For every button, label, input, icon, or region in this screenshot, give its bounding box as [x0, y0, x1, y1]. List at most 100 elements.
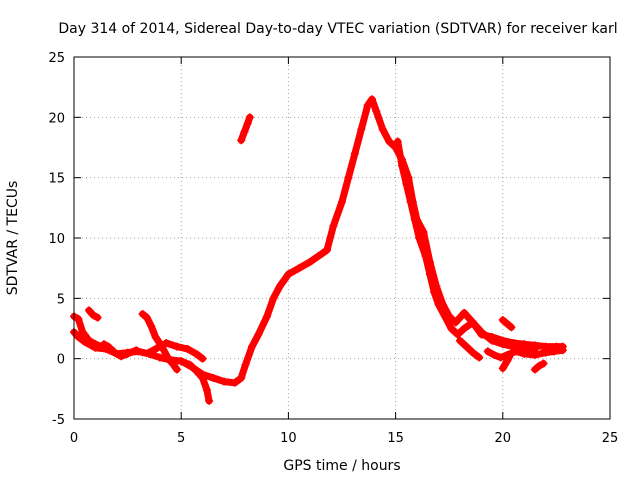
data-point-marker [385, 137, 394, 146]
data-point-marker [425, 270, 434, 279]
series-fragment [237, 113, 254, 144]
series-track-g [456, 337, 483, 361]
data-point-marker [138, 310, 147, 319]
y-tick-label: 0 [57, 353, 65, 368]
y-tick-label: 25 [48, 51, 65, 66]
data-point-marker [177, 357, 186, 366]
x-tick-label: 15 [387, 431, 404, 446]
data-point-marker [155, 353, 164, 362]
data-point-marker [164, 354, 173, 363]
data-point-marker [305, 258, 314, 267]
data-point-marker [455, 336, 464, 345]
data-point-marker [434, 300, 443, 309]
data-point-marker [468, 348, 477, 357]
data-point-marker [245, 113, 254, 122]
data-point-marker [93, 313, 102, 322]
data-point-marker [100, 340, 109, 349]
data-point-marker [415, 234, 424, 242]
data-point-marker [198, 354, 207, 363]
tick-layer [73, 56, 611, 420]
data-point-marker [488, 336, 497, 345]
data-point-marker [520, 349, 529, 358]
data-point-marker [192, 349, 201, 358]
data-point-marker [498, 340, 507, 349]
data-point-marker [402, 179, 411, 188]
data-point-marker [262, 312, 271, 321]
data-point-marker [460, 324, 469, 333]
grid-layer [74, 57, 610, 419]
data-point-marker [372, 107, 381, 116]
data-point-marker [507, 323, 516, 332]
data-point-marker [284, 270, 293, 279]
data-point-marker [220, 377, 229, 386]
data-point-marker [368, 95, 377, 104]
data-point-marker [241, 360, 250, 369]
tick-label-layer: 0 5 10 15 20 25 -5 0 5 10 15 20 25 [48, 51, 618, 446]
data-point-marker [198, 373, 207, 382]
data-point-marker [209, 373, 218, 382]
data-point-marker [269, 294, 278, 303]
x-tick-label: 0 [70, 431, 78, 446]
data-point-marker [453, 330, 462, 339]
data-point-marker [460, 308, 469, 317]
data-point-marker [398, 161, 407, 170]
data-point-marker [104, 342, 113, 351]
y-axis-title: SDTVAR / TECUs [5, 181, 21, 296]
data-point-marker [78, 328, 87, 337]
data-point-marker [74, 314, 83, 323]
data-point-marker [477, 328, 486, 337]
data-point-marker [185, 360, 194, 369]
data-point-marker [110, 348, 119, 357]
data-point-marker [421, 252, 430, 261]
data-point-marker [393, 137, 402, 146]
data-point-marker [440, 312, 449, 321]
data-point-marker [483, 347, 492, 356]
data-point-marker [237, 373, 246, 382]
series-track-h [484, 346, 567, 361]
data-point-marker [237, 136, 246, 145]
data-point-marker [85, 336, 94, 345]
data-point-marker [205, 396, 214, 405]
data-point-marker [240, 127, 249, 136]
data-point-marker [295, 264, 304, 273]
data-point-marker [506, 351, 515, 360]
data-point-marker [162, 338, 171, 347]
data-point-marker [275, 282, 284, 291]
data-point-marker [447, 324, 456, 333]
data-point-marker [247, 342, 256, 351]
data-point-marker [142, 313, 151, 322]
data-point-marker [243, 119, 252, 128]
data-point-marker [192, 366, 201, 375]
data-point-marker [503, 357, 512, 366]
data-point-marker [468, 318, 477, 327]
data-point-marker [183, 345, 192, 354]
data-point-marker [85, 306, 94, 315]
series-layer [70, 95, 567, 405]
data-point-marker [406, 197, 415, 206]
data-point-marker [503, 319, 512, 328]
data-point-marker [172, 365, 181, 374]
y-tick-label: 20 [48, 111, 65, 126]
x-tick-label: 20 [495, 431, 512, 446]
data-point-marker [322, 246, 331, 255]
data-point-marker [168, 359, 177, 368]
data-point-marker [496, 353, 505, 362]
data-point-marker [462, 342, 471, 351]
data-point-marker [147, 322, 156, 331]
chart-title: Day 314 of 2014, Sidereal Day-to-day VTE… [58, 21, 617, 37]
y-tick-label: 15 [48, 172, 65, 187]
data-point-marker [498, 364, 507, 373]
data-point-marker [451, 318, 460, 327]
x-axis-title: GPS time / hours [283, 458, 400, 474]
data-point-marker [123, 349, 132, 358]
y-tick-label: 10 [48, 232, 65, 247]
data-point-marker [153, 343, 162, 352]
data-point-marker [539, 359, 548, 368]
data-point-marker [89, 311, 98, 320]
data-point-marker [314, 252, 323, 261]
data-point-marker [550, 347, 559, 356]
y-tick-label: -5 [52, 413, 65, 428]
data-point-marker [530, 365, 539, 374]
y-tick-label: 5 [57, 292, 65, 307]
